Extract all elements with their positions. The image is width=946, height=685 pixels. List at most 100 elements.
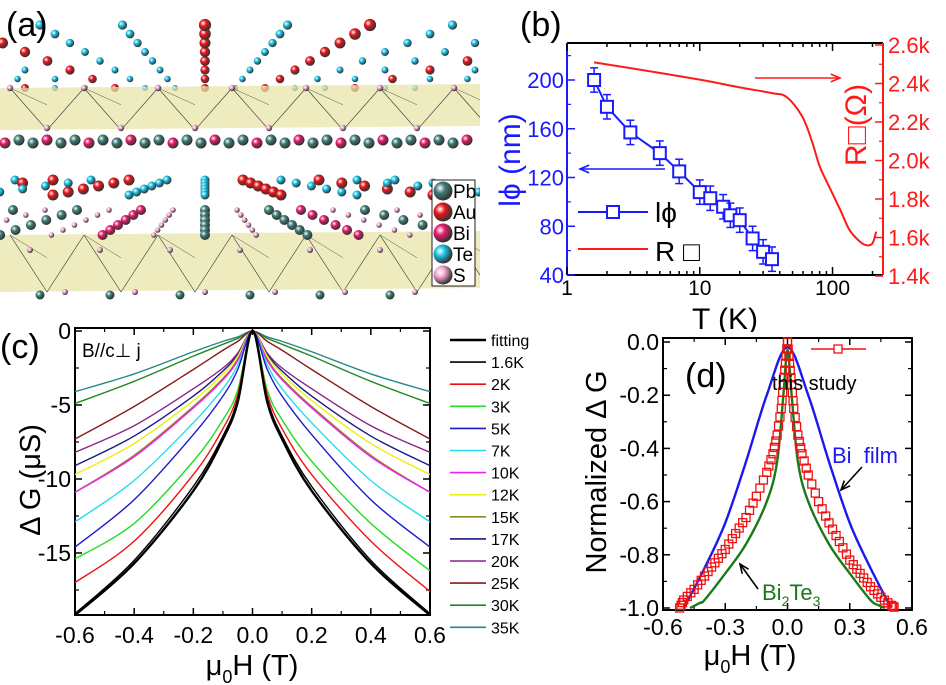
atom-s xyxy=(170,207,176,213)
atom-te xyxy=(147,181,157,191)
atom-s xyxy=(249,227,256,233)
panel-b-left-axis-label: lϕ (nm) xyxy=(494,113,527,206)
atom-te xyxy=(253,57,262,65)
atom-pb xyxy=(27,137,39,149)
atom-bi xyxy=(209,134,221,146)
atom-te xyxy=(275,29,285,39)
atom-pb xyxy=(181,134,193,146)
atom-s xyxy=(376,84,384,92)
atom-s xyxy=(412,289,418,295)
atom-bi xyxy=(0,137,11,149)
atom-pb xyxy=(245,290,255,300)
atom-pb xyxy=(200,230,210,240)
atom-te xyxy=(381,66,389,74)
atom-bi xyxy=(251,137,263,149)
lower-layer-edge xyxy=(9,234,85,293)
data-point-this-study xyxy=(889,602,899,612)
atom-te xyxy=(381,48,389,56)
data-point-this-study xyxy=(831,530,841,541)
data-point-this-study xyxy=(807,479,817,489)
y-right-tick-label: 2.2k xyxy=(888,110,931,135)
upper-layer xyxy=(0,84,480,130)
data-point-this-study xyxy=(784,351,794,362)
atom-te xyxy=(239,75,246,83)
data-point-lphi xyxy=(745,231,760,246)
data-point-this-study xyxy=(769,442,780,453)
atom-s xyxy=(80,84,88,92)
legend-swatch-au xyxy=(433,202,453,222)
atom-te xyxy=(390,175,400,185)
atom-te xyxy=(425,29,435,39)
atom-te xyxy=(358,57,367,65)
legend-label-te: Te xyxy=(453,245,473,266)
panel-d-x-axis-label: μ0H (T) xyxy=(704,640,797,677)
atom-pb xyxy=(447,137,459,149)
atom-te xyxy=(50,29,60,39)
panel-c-x-axis-label: μ0H (T) xyxy=(206,650,299,685)
x-tick-label: -0.3 xyxy=(705,614,745,640)
data-point-this-study xyxy=(841,549,852,559)
lower-layer-edge xyxy=(305,234,344,259)
atom-au xyxy=(275,74,285,84)
data-point-this-study xyxy=(810,488,820,498)
atom-pb xyxy=(294,225,305,235)
atom-bi xyxy=(330,220,341,230)
bi2te3-label: Bi2Te3 xyxy=(762,580,821,609)
atom-pb xyxy=(279,137,291,149)
atom-te xyxy=(314,75,321,83)
legend-label-r: R □ xyxy=(655,236,700,267)
y-tick-label: -5 xyxy=(51,392,71,418)
atom-te xyxy=(351,75,359,83)
y-right-tick-label: 2.0k xyxy=(888,149,931,174)
legend-marker-lphi xyxy=(606,205,620,219)
atom-s xyxy=(450,84,458,92)
data-point-this-study xyxy=(779,372,789,382)
y-right-tick-label: 2.4k xyxy=(888,72,931,97)
lower-layer xyxy=(0,231,480,292)
atom-s xyxy=(158,222,165,228)
atom-au xyxy=(123,174,135,186)
data-point-this-study xyxy=(821,511,831,521)
atom-s xyxy=(42,207,48,213)
atom-pb xyxy=(391,137,403,149)
atom-au xyxy=(319,46,331,58)
atom-te xyxy=(51,75,59,83)
atom-bi xyxy=(167,137,179,149)
upper-layer-edge xyxy=(453,87,480,118)
bi2te3-main: Bi xyxy=(762,580,782,605)
lower-layer-edge xyxy=(157,234,233,293)
atom-te xyxy=(470,38,480,48)
x-axis-label-rest: H (T) xyxy=(730,640,796,672)
atom-bi xyxy=(419,137,431,149)
atom-pb xyxy=(175,290,185,300)
legend-label-15k: 15K xyxy=(491,510,520,527)
atom-pb xyxy=(223,137,235,149)
lower-layer-edge xyxy=(379,234,418,259)
atom-s xyxy=(48,232,55,238)
atom-te xyxy=(35,20,45,30)
x-tick-label: 0.2 xyxy=(296,622,328,648)
data-point-this-study xyxy=(727,533,737,544)
atom-te xyxy=(117,20,128,30)
legend-swatch-pb xyxy=(433,181,453,201)
atom-pb xyxy=(265,134,277,146)
data-point-this-study xyxy=(888,601,898,611)
data-point-this-study xyxy=(786,373,796,383)
atom-au xyxy=(313,174,325,186)
atom-te xyxy=(382,178,392,188)
x-tick-label: -0.4 xyxy=(114,622,154,648)
arrow-bi2te3 xyxy=(739,563,759,590)
x-tick-label: 1 xyxy=(561,277,573,300)
data-point-lphi xyxy=(652,146,667,161)
plot-frame xyxy=(74,327,431,616)
atom-au xyxy=(19,46,31,58)
atom-pb xyxy=(264,205,274,215)
atom-s xyxy=(154,227,161,233)
y-tick-label: -1.0 xyxy=(619,595,659,621)
atom-te xyxy=(154,178,164,188)
bi2te3-sub2: 3 xyxy=(813,593,821,609)
series-r-line xyxy=(593,61,878,247)
y-left-tick-label: 200 xyxy=(527,68,564,93)
